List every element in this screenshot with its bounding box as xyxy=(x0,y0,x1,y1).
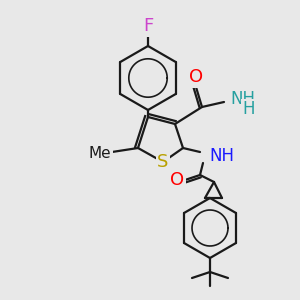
Text: F: F xyxy=(143,17,153,35)
Text: H: H xyxy=(242,100,254,118)
Text: Me: Me xyxy=(89,146,111,161)
Text: NH: NH xyxy=(230,90,255,108)
Text: NH: NH xyxy=(209,147,234,165)
Text: O: O xyxy=(170,171,184,189)
Text: S: S xyxy=(157,153,169,171)
Text: O: O xyxy=(189,68,203,86)
